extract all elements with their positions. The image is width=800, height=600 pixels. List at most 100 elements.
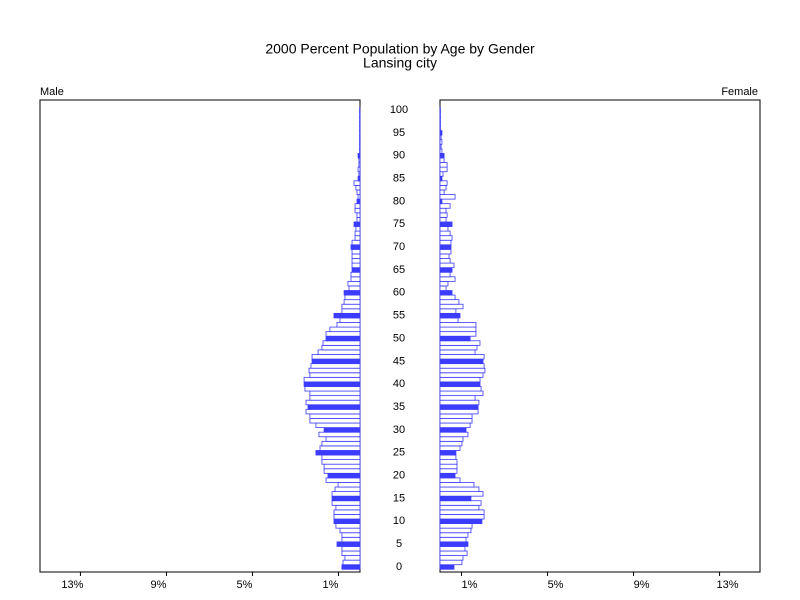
bar [341, 536, 361, 543]
x-tick-label: 13% [717, 579, 739, 591]
bar [439, 185, 447, 191]
bar [439, 482, 475, 488]
bar [303, 381, 361, 387]
bar [347, 280, 361, 287]
bar [439, 230, 451, 237]
bar [308, 367, 361, 374]
bar [439, 495, 472, 502]
bar [325, 477, 361, 483]
bar [322, 340, 361, 346]
bar [315, 422, 361, 429]
bar [439, 153, 445, 159]
bar [439, 491, 484, 497]
x-tick-label: 5% [548, 579, 564, 591]
bar [439, 468, 458, 474]
bar [353, 180, 361, 186]
x-tick-label: 1% [323, 579, 339, 591]
bar [439, 294, 456, 301]
bar [353, 221, 361, 227]
bar [439, 212, 448, 218]
y-tick-label: 85 [393, 172, 405, 184]
bar [439, 440, 463, 447]
female-panel [439, 99, 761, 573]
bar [357, 153, 361, 159]
x-tick-label: 9% [634, 579, 650, 591]
bar [439, 500, 482, 506]
bar [439, 367, 486, 374]
bar [310, 363, 361, 369]
bar [357, 175, 361, 182]
bar [439, 317, 459, 323]
bar [350, 276, 361, 282]
bar [309, 372, 361, 378]
bar [351, 267, 361, 273]
bar [358, 157, 361, 163]
bar [331, 491, 361, 497]
bar [331, 500, 361, 506]
bar [439, 280, 449, 287]
bar [333, 518, 361, 524]
female-label: Female [721, 86, 758, 98]
bar [439, 372, 484, 378]
bar [309, 418, 361, 424]
bar [439, 130, 443, 136]
bar [439, 258, 451, 264]
bar [304, 386, 361, 392]
bar [439, 194, 456, 200]
bar [439, 472, 456, 479]
bar [439, 203, 451, 209]
bar [439, 486, 480, 492]
bar [439, 248, 452, 255]
y-tick-label: 65 [393, 264, 405, 276]
bar [305, 408, 361, 415]
bar [439, 143, 442, 150]
bar [439, 454, 457, 461]
bar [439, 555, 464, 561]
bar [439, 216, 447, 223]
bar [439, 239, 452, 246]
x-tick-label: 13% [61, 579, 83, 591]
bar [439, 253, 450, 259]
bar [439, 386, 482, 392]
bar [339, 527, 361, 534]
bar [341, 308, 361, 314]
bar [356, 198, 361, 205]
bar [439, 541, 469, 547]
bar [341, 546, 361, 552]
y-tick-label: 15 [393, 492, 405, 504]
bar [335, 523, 361, 529]
bar [311, 354, 361, 360]
bar [439, 312, 461, 319]
y-tick-label: 10 [393, 515, 405, 527]
bar [439, 326, 477, 333]
bar [354, 207, 361, 214]
bar [439, 221, 453, 227]
bar [335, 504, 361, 511]
bar [323, 427, 361, 433]
bar [439, 299, 460, 305]
bar [334, 486, 361, 492]
bar [439, 162, 448, 168]
bar [315, 450, 361, 456]
bar [309, 395, 361, 401]
bar [439, 559, 463, 566]
bar [325, 436, 361, 442]
bar [325, 331, 361, 337]
bar [336, 541, 361, 547]
bar [439, 267, 453, 273]
bar [439, 564, 455, 570]
bar [439, 427, 467, 433]
bar [439, 349, 476, 355]
bar [439, 518, 483, 524]
bar [439, 285, 447, 291]
bar [439, 381, 481, 387]
y-tick-label: 80 [393, 195, 405, 207]
x-tick-label: 9% [150, 579, 166, 591]
bar [305, 399, 361, 406]
y-tick-label: 90 [393, 150, 405, 162]
bar [357, 194, 361, 200]
bar [319, 445, 361, 451]
bar [341, 303, 361, 310]
bar [439, 376, 481, 383]
bar [439, 399, 480, 406]
